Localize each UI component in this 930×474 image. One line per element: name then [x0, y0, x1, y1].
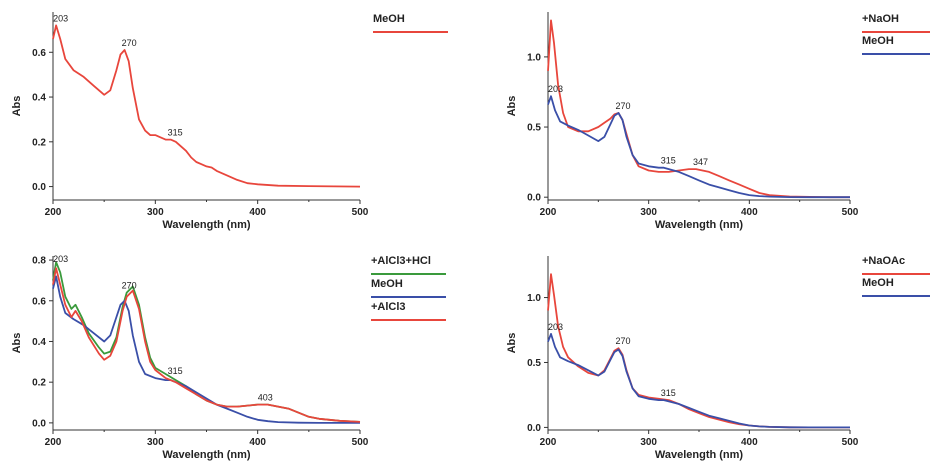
- peak-annotation: 315: [661, 156, 676, 166]
- x-tick-label: 400: [741, 207, 758, 218]
- y-tick-label: 0.6: [32, 48, 46, 59]
- peak-annotation: 315: [661, 388, 676, 398]
- y-tick-label: 0.0: [32, 182, 46, 193]
- y-tick-label: 0.2: [32, 137, 46, 148]
- peak-annotation: 203: [53, 13, 68, 23]
- peak-annotation: 203: [548, 322, 563, 332]
- y-axis-title: Abs: [11, 96, 23, 117]
- legend-label-meoh: MeOH: [373, 13, 405, 25]
- x-tick-label: 400: [249, 437, 266, 448]
- peak-annotation: 270: [615, 336, 630, 346]
- y-tick-label: 0.5: [527, 123, 541, 134]
- x-tick-label: 300: [147, 207, 164, 218]
- y-axis-title: Abs: [506, 333, 518, 354]
- y-tick-label: 1.0: [527, 293, 541, 304]
- series-line-meoh: [52, 275, 360, 424]
- x-tick-label: 300: [147, 437, 164, 448]
- y-tick-label: 0.0: [527, 423, 541, 434]
- y-tick-label: 0.8: [32, 256, 46, 267]
- legend-label-meoh: MeOH: [371, 278, 403, 290]
- series-line-naoac: [547, 273, 850, 429]
- x-tick-label: 500: [352, 437, 369, 448]
- x-axis-title: Wavelength (nm): [162, 219, 251, 231]
- peak-annotation: 270: [122, 281, 137, 291]
- y-tick-label: 0.0: [32, 418, 46, 429]
- y-tick-label: 1.0: [527, 52, 541, 63]
- series-line-meoh: [547, 333, 850, 429]
- x-tick-label: 300: [640, 207, 657, 218]
- x-tick-label: 500: [352, 207, 369, 218]
- x-tick-label: 200: [45, 207, 62, 218]
- x-axis-title: Wavelength (nm): [655, 219, 744, 231]
- peak-annotation: 403: [258, 393, 273, 403]
- peak-annotation: 270: [122, 38, 137, 48]
- panel-naoac: 200 300 400 500 0.0 0.5 1.0 Wavelength (nm) Abs 2…: [506, 255, 930, 461]
- x-tick-label: 400: [249, 207, 266, 218]
- legend-label-naoac: +NaOAc: [862, 255, 905, 267]
- y-tick-label: 0.6: [32, 296, 46, 307]
- x-tick-label: 500: [842, 437, 859, 448]
- y-axis-title: Abs: [506, 96, 518, 117]
- legend-label-meoh: MeOH: [862, 35, 894, 47]
- x-axis-title: Wavelength (nm): [162, 449, 251, 461]
- peak-annotation: 315: [168, 128, 183, 138]
- peak-annotation: 203: [548, 84, 563, 94]
- panel-meoh: 200 300 400 500 0.0 0.2 0.4 0.6 Wavelength (nm) A…: [11, 12, 448, 231]
- x-tick-label: 200: [45, 437, 62, 448]
- peak-annotation: 347: [693, 157, 708, 167]
- y-axis-title: Abs: [11, 333, 23, 354]
- y-tick-label: 0.4: [32, 93, 46, 104]
- x-tick-label: 200: [540, 207, 557, 218]
- y-tick-label: 0.0: [527, 193, 541, 204]
- series-line-meoh: [52, 24, 361, 188]
- series-line-naoh: [547, 19, 850, 199]
- series-line-meoh: [547, 95, 850, 199]
- series-line-alcl3: [52, 267, 361, 423]
- peak-annotation: 315: [168, 366, 183, 376]
- panel-alcl3: 200 300 400 500 0.0 0.2 0.4 0.6 0.8 Wavelength (n…: [11, 254, 446, 461]
- y-tick-label: 0.5: [527, 358, 541, 369]
- legend-label-alcl3-hcl: +AlCl3+HCl: [371, 255, 431, 267]
- legend-label-meoh: MeOH: [862, 277, 894, 289]
- panel-naoh: 200 300 400 500 0.0 0.5 1.0 Wavelength (nm) Abs 2…: [506, 12, 930, 231]
- legend-label-alcl3: +AlCl3: [371, 301, 406, 313]
- x-tick-label: 200: [540, 437, 557, 448]
- peak-annotation: 203: [53, 254, 68, 264]
- peak-annotation: 270: [615, 101, 630, 111]
- x-tick-label: 500: [842, 207, 859, 218]
- x-tick-label: 300: [640, 437, 657, 448]
- y-tick-label: 0.2: [32, 378, 46, 389]
- x-axis-title: Wavelength (nm): [655, 449, 744, 461]
- legend-label-naoh: +NaOH: [862, 13, 899, 25]
- x-tick-label: 400: [741, 437, 758, 448]
- y-tick-label: 0.4: [32, 337, 46, 348]
